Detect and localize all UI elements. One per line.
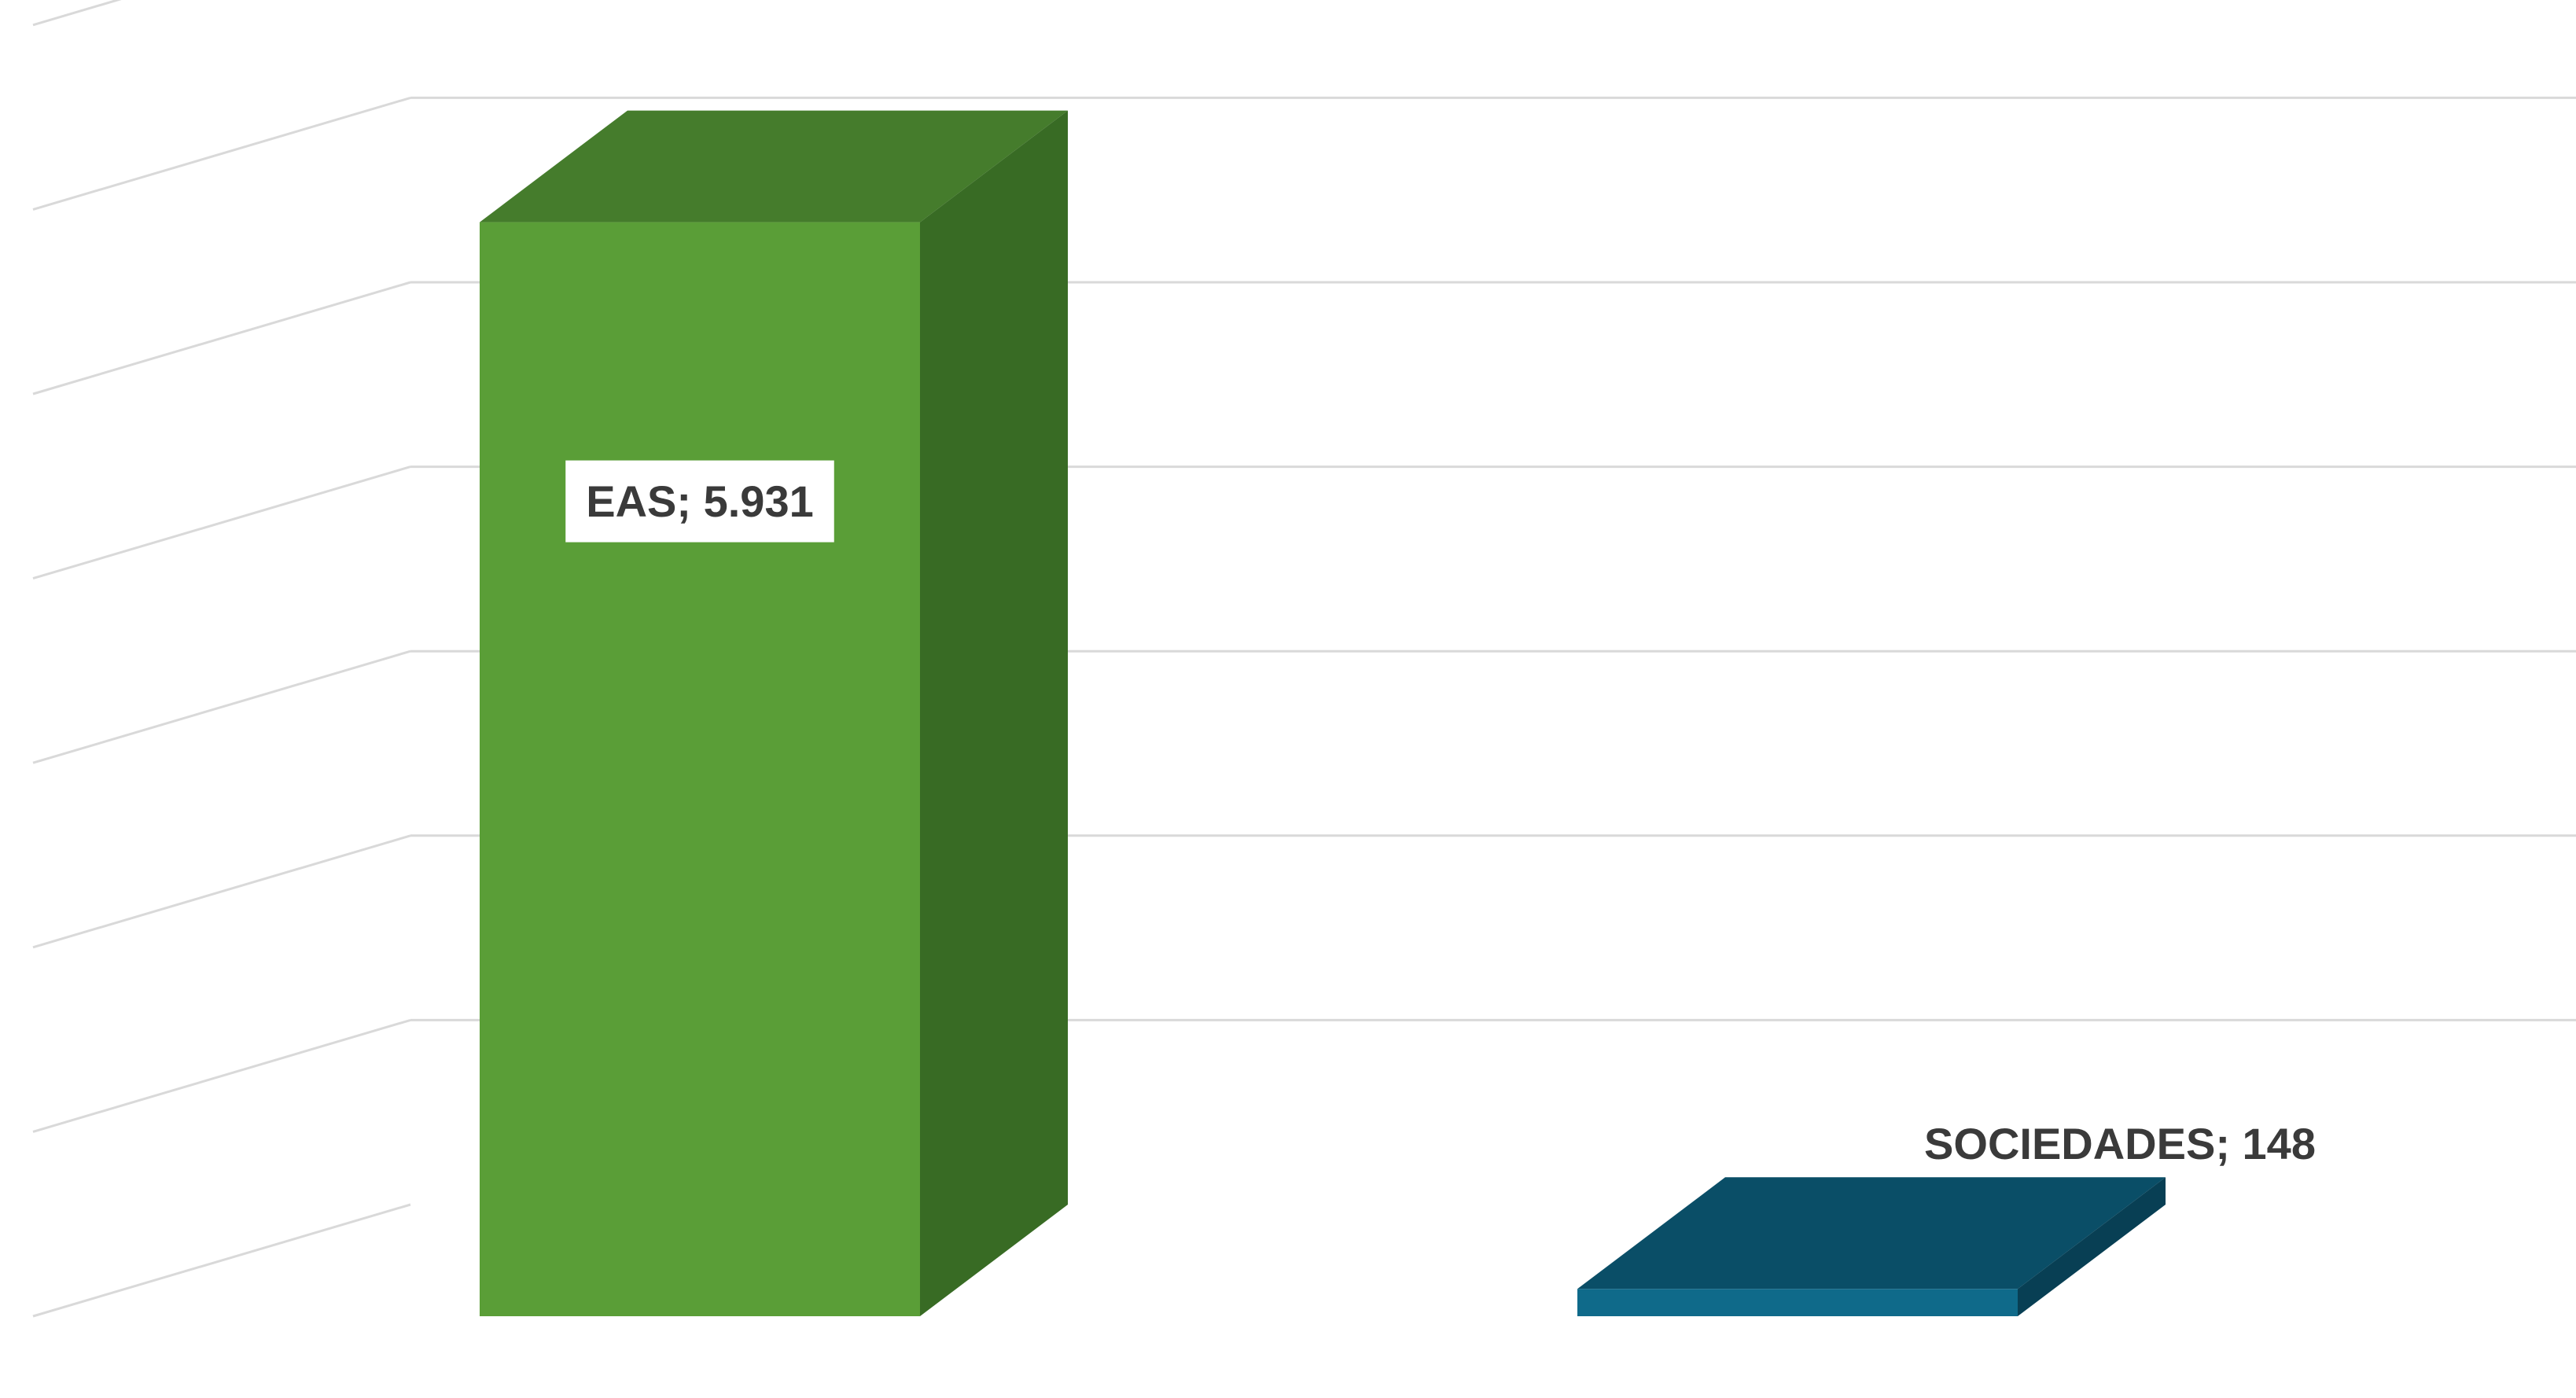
side-wall-gridline-0 — [32, 1203, 411, 1318]
bar-eas — [480, 110, 1068, 1316]
bar-top-face — [1577, 1177, 2166, 1289]
side-wall-gridline-4 — [32, 465, 411, 580]
bar-top-face — [480, 110, 1068, 223]
data-label-text: EAS; 5.931 — [586, 476, 814, 526]
data-label-text: SOCIEDADES; 148 — [1924, 1119, 2316, 1168]
data-label-sociedades: SOCIEDADES; 148 — [1924, 1119, 2316, 1168]
data-label-eas: EAS; 5.931 — [565, 460, 834, 543]
side-wall-gridline-2 — [32, 834, 411, 949]
bar-side-face — [2018, 1177, 2166, 1316]
bars — [480, 110, 2166, 1316]
bar-front-face — [480, 222, 920, 1316]
bar-front-face — [1577, 1289, 2018, 1316]
side-wall-gridline-5 — [32, 281, 411, 395]
data-label-box — [565, 460, 834, 543]
bar-side-face — [920, 110, 1068, 1316]
side-wall-gridline-6 — [32, 96, 411, 211]
side-wall-gridline-1 — [32, 1018, 411, 1133]
side-wall-gridline-3 — [32, 649, 411, 764]
bar-sociedades — [1577, 1177, 2166, 1316]
side-wall-gridline-7 — [32, 0, 122, 27]
data-labels: EAS; 5.931 SOCIEDADES; 148 — [565, 460, 2316, 1168]
